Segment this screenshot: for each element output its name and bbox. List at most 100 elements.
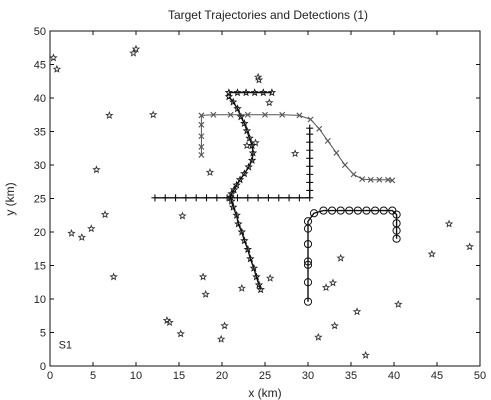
y-tick-label: 45 — [34, 60, 46, 72]
x-tick-label: 5 — [90, 370, 96, 382]
star-marker — [267, 88, 277, 97]
star-marker — [444, 219, 454, 228]
x-marker — [227, 111, 234, 118]
star-marker — [109, 272, 118, 281]
star-marker — [240, 236, 249, 245]
circle-marker — [353, 206, 362, 215]
x-marker — [324, 137, 331, 144]
x-marker — [367, 176, 374, 183]
star-marker — [227, 196, 236, 205]
star-marker — [247, 155, 257, 164]
star-marker — [394, 299, 403, 308]
star-marker — [237, 283, 246, 292]
series-0 — [49, 44, 474, 359]
series-2 — [224, 92, 265, 294]
plus-marker — [306, 138, 314, 146]
circle-marker — [370, 206, 380, 215]
star-marker — [330, 321, 339, 330]
x-marker — [210, 111, 217, 118]
star-marker — [290, 149, 300, 158]
plus-marker — [254, 194, 262, 202]
circle-marker — [392, 210, 401, 219]
star-marker — [131, 44, 141, 53]
star-marker — [232, 180, 241, 189]
plus-marker — [223, 194, 231, 202]
circle-marker — [303, 278, 313, 287]
plus-marker — [213, 194, 221, 202]
x-tick-label: 45 — [431, 370, 443, 382]
sensor-label: S1 — [59, 340, 72, 352]
plus-marker — [244, 194, 252, 202]
x-tick-label: 15 — [173, 370, 185, 382]
star-marker — [49, 53, 58, 62]
star-marker — [198, 272, 208, 281]
x-tick-label: 50 — [474, 370, 486, 382]
star-marker — [265, 98, 274, 107]
star-marker — [256, 285, 265, 294]
chart-title: Target Trajectories and Detections (1) — [168, 8, 368, 22]
y-tick-label: 25 — [34, 194, 46, 206]
x-marker — [279, 111, 286, 118]
chart-series-layer — [49, 44, 474, 359]
star-marker — [250, 88, 259, 97]
circle-marker — [345, 206, 354, 215]
star-marker — [244, 162, 253, 171]
star-marker — [236, 112, 246, 121]
series-5 — [303, 206, 401, 306]
star-marker — [245, 133, 254, 142]
star-marker — [336, 253, 345, 262]
plus-marker — [285, 194, 293, 202]
x-marker — [244, 111, 251, 118]
star-marker — [226, 192, 235, 201]
star-marker — [105, 110, 114, 119]
star-marker — [465, 242, 474, 251]
y-tick-label: 20 — [34, 227, 46, 239]
circle-marker — [327, 206, 337, 215]
plus-marker — [306, 162, 314, 170]
plus-marker — [203, 194, 211, 202]
plus-marker — [306, 178, 314, 186]
x-axis: 0 5 10 15 20 25 30 35 40 45 50 — [47, 31, 486, 382]
star-marker — [228, 202, 238, 211]
y-tick-label: 35 — [34, 127, 46, 139]
circle-marker — [303, 239, 313, 249]
star-marker — [52, 64, 62, 73]
star-marker — [240, 119, 249, 128]
star-marker — [243, 244, 252, 253]
circle-marker — [303, 257, 313, 266]
x-marker — [389, 177, 396, 184]
star-marker — [178, 211, 187, 220]
x-marker — [307, 116, 314, 123]
star-marker — [129, 48, 138, 57]
plus-marker — [306, 154, 314, 162]
plus-marker — [182, 194, 190, 202]
star-marker — [92, 165, 101, 174]
plus-marker — [306, 186, 314, 194]
y-tick-label: 15 — [34, 261, 46, 273]
x-marker — [262, 111, 268, 118]
star-marker — [259, 88, 268, 97]
y-tick-label: 0 — [40, 361, 46, 373]
plus-marker — [306, 146, 314, 154]
star-marker — [176, 329, 185, 338]
x-marker — [198, 133, 205, 140]
star-marker — [241, 88, 251, 97]
star-marker — [224, 92, 234, 101]
star-marker — [427, 249, 437, 258]
plus-marker — [275, 194, 283, 202]
x-tick-label: 25 — [259, 370, 271, 382]
star-marker — [246, 254, 255, 263]
star-marker — [216, 334, 226, 343]
series-1 — [224, 88, 277, 97]
star-marker — [77, 232, 87, 241]
x-axis-title: x (km) — [248, 386, 281, 400]
plus-marker — [264, 194, 272, 202]
circle-marker — [392, 234, 401, 243]
y-tick-label: 30 — [34, 160, 46, 172]
plus-marker — [172, 194, 180, 202]
star-marker — [361, 350, 370, 359]
x-tick-label: 30 — [302, 370, 314, 382]
trajectory-line — [154, 128, 311, 199]
circle-marker — [379, 206, 388, 215]
trajectory-line — [200, 114, 393, 181]
